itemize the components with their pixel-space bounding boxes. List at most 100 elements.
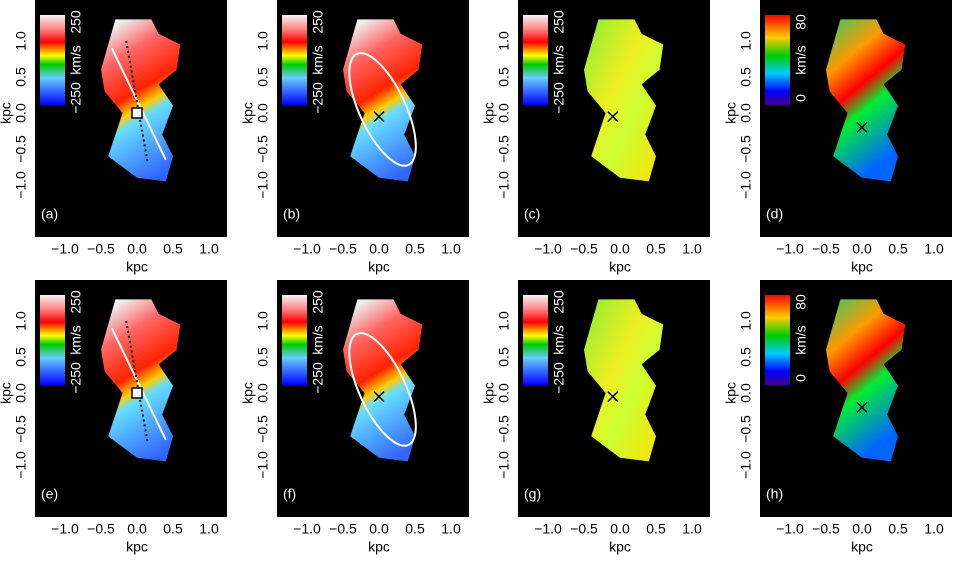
colorbar-label: −250	[310, 82, 326, 114]
y-tick-label: −1.0	[13, 451, 29, 479]
x-tick-label: −0.5	[87, 241, 115, 257]
x-tick-label: 0.5	[888, 241, 908, 257]
x-tick-label: 1.0	[682, 521, 702, 537]
y-axis-label: kpc	[723, 382, 739, 404]
y-tick-label: 1.0	[255, 31, 271, 51]
kinematic-axis	[125, 320, 149, 444]
y-tick-label: −1.0	[13, 171, 29, 199]
colorbar-label: 0	[793, 94, 809, 102]
colorbar-label: km/s	[793, 325, 809, 355]
x-tick-label: 0.0	[369, 521, 389, 537]
x-tick-label: 1.0	[199, 521, 219, 537]
x-tick-label: −0.5	[812, 241, 840, 257]
x-tick-label: −1.0	[776, 521, 804, 537]
colorbar-label: 250	[310, 290, 326, 314]
center-cross	[373, 391, 385, 403]
colorbar-label: km/s	[68, 45, 84, 75]
y-tick-label: 1.0	[738, 31, 754, 51]
x-axis-label: kpc	[126, 539, 148, 555]
x-axis-label: kpc	[851, 259, 873, 275]
y-tick-label: −1.0	[255, 451, 271, 479]
x-tick-label: 0.5	[405, 521, 425, 537]
y-tick-label: 0.0	[496, 103, 512, 123]
x-tick-label: 1.0	[682, 241, 702, 257]
x-tick-label: −0.5	[87, 521, 115, 537]
x-tick-label: 0.5	[646, 521, 666, 537]
major-axis	[110, 47, 167, 161]
colorbar-label: km/s	[793, 45, 809, 75]
colorbar-label: 250	[68, 290, 84, 314]
colorbar	[282, 295, 307, 385]
colorbar-label: 250	[310, 10, 326, 34]
colorbar	[40, 295, 65, 385]
y-tick-label: 0.0	[738, 383, 754, 403]
velocity-map	[826, 299, 906, 462]
x-axis-label: kpc	[126, 259, 148, 275]
y-tick-label: 1.0	[496, 311, 512, 331]
y-tick-label: −0.5	[255, 415, 271, 443]
y-tick-label: −1.0	[738, 171, 754, 199]
velocity-map	[826, 19, 906, 182]
panel: 250 km/s −250 (f) −1.0 −0.5 0.0 0.5 1.0 −1.0 −0.5 0…	[240, 280, 469, 555]
colorbar-label: km/s	[551, 325, 567, 355]
colorbar	[523, 295, 548, 385]
x-tick-label: −1.0	[534, 241, 562, 257]
colorbar-label: 250	[68, 10, 84, 34]
velocity-map	[343, 19, 423, 182]
x-tick-label: 1.0	[924, 241, 944, 257]
y-axis-label: kpc	[240, 382, 256, 404]
x-tick-label: −1.0	[776, 241, 804, 257]
colorbar-label: km/s	[68, 325, 84, 355]
colorbar	[523, 15, 548, 105]
y-axis-label: kpc	[481, 102, 497, 124]
colorbar-label: 0	[793, 374, 809, 382]
y-tick-label: 0.0	[738, 103, 754, 123]
colorbar-label: −250	[68, 82, 84, 114]
center-cross	[607, 111, 619, 123]
kinematic-axis	[125, 40, 149, 164]
fit-ellipse	[348, 52, 417, 167]
panel: 250 km/s −250 (g) −1.0 −0.5 0.0 0.5 1.0 −1.0 −0.5 0…	[481, 280, 710, 555]
major-axis	[110, 327, 167, 441]
y-axis-label: kpc	[723, 102, 739, 124]
colorbar-label: −250	[68, 362, 84, 394]
y-axis-label: kpc	[0, 102, 14, 124]
y-tick-label: 0.5	[13, 67, 29, 87]
panel: 250 km/s −250 (e) −1.0 −0.5 0.0 0.5 1.0 −1.0 −0.5 0…	[0, 280, 227, 555]
y-tick-label: 0.5	[496, 67, 512, 87]
x-tick-label: 0.0	[127, 241, 147, 257]
panel-label: (d)	[766, 206, 783, 222]
x-tick-label: −0.5	[329, 521, 357, 537]
colorbar-label: −250	[551, 362, 567, 394]
colorbar-label: km/s	[310, 325, 326, 355]
center-marker	[131, 387, 143, 399]
x-tick-label: 1.0	[199, 241, 219, 257]
center-cross	[856, 121, 868, 133]
y-tick-label: 0.5	[738, 347, 754, 367]
x-tick-label: 0.5	[888, 521, 908, 537]
y-tick-label: 1.0	[13, 311, 29, 331]
x-tick-label: 0.0	[610, 241, 630, 257]
colorbar-label: −250	[310, 362, 326, 394]
x-tick-label: 0.5	[405, 241, 425, 257]
panel-label: (h)	[766, 486, 783, 502]
y-tick-label: −0.5	[496, 135, 512, 163]
panel-label: (e)	[41, 486, 58, 502]
panel: 80 km/s 0 (h) −1.0 −0.5 0.0 0.5 1.0 −1.0 −0.5 0.0 0.…	[723, 280, 952, 555]
panel: 80 km/s 0 (d) −1.0 −0.5 0.0 0.5 1.0 −1.0 −0.5 0.0 0.…	[723, 0, 952, 275]
y-tick-label: 0.0	[255, 103, 271, 123]
velocity-map	[101, 19, 181, 182]
x-tick-label: −0.5	[570, 241, 598, 257]
y-tick-label: 0.0	[13, 103, 29, 123]
y-tick-label: −1.0	[496, 171, 512, 199]
panel-label: (c)	[524, 206, 540, 222]
y-tick-label: −0.5	[13, 135, 29, 163]
y-tick-label: −0.5	[738, 415, 754, 443]
panel-label: (g)	[524, 486, 541, 502]
x-tick-label: −0.5	[812, 521, 840, 537]
x-tick-label: −0.5	[570, 521, 598, 537]
y-tick-label: 0.0	[255, 383, 271, 403]
colorbar-label: −250	[551, 82, 567, 114]
x-tick-label: 0.0	[852, 241, 872, 257]
